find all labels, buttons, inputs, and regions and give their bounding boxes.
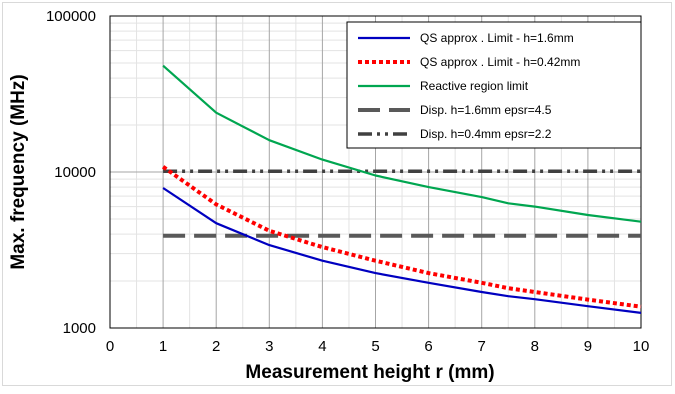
series-line-1 [162,187,642,314]
y-axis-tick-labels: 1000 10000 100000 [46,8,96,337]
x-tick-label: 6 [424,338,432,355]
series-line-2 [161,165,642,309]
x-tick-label: 9 [584,338,592,355]
legend-label-3: Reactive region limit [420,79,529,93]
series-layer [161,64,642,314]
x-tick-label: 2 [212,338,220,355]
x-tick-label: 3 [265,338,273,355]
x-tick-label: 1 [159,338,167,355]
series-line-3 [162,64,642,223]
x-tick-label: 4 [318,338,326,355]
y-tick-label: 100000 [46,8,96,25]
y-tick-label: 1000 [63,320,96,337]
x-tick-label: 5 [371,338,379,355]
legend-label-1: QS approx . Limit - h=1.6mm [420,31,574,45]
chart-outer-border [2,2,672,386]
x-tick-label: 10 [633,338,650,355]
plot-area-frame [109,15,642,329]
y-axis-title: Max. frequency (MHz) [8,74,29,269]
x-axis-tick-labels: 0 1 2 3 4 5 6 7 8 9 10 [106,338,650,355]
legend-label-4: Disp. h=1.6mm epsr=4.5 [420,103,552,117]
y-tick-label: 10000 [54,164,96,181]
x-tick-label: 7 [478,338,486,355]
x-axis-title: Measurement height r (mm) [245,362,494,383]
x-tick-label: 0 [106,338,114,355]
x-tick-label: 8 [531,338,539,355]
legend: QS approx . Limit - h=1.6mm QS approx . L… [346,21,642,149]
legend-label-2: QS approx . Limit - h=0.42mm [420,55,580,69]
legend-label-5: Disp. h=0.4mm epsr=2.2 [420,127,552,141]
